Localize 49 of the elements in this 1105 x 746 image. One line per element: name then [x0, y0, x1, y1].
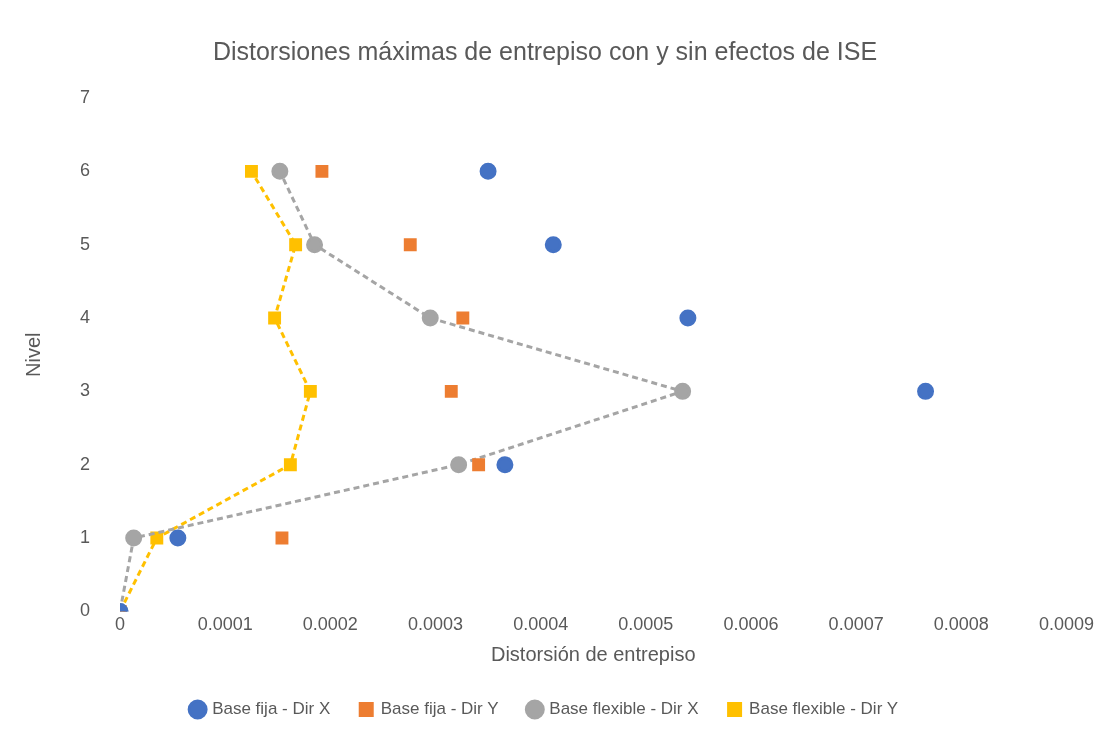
point	[271, 162, 289, 180]
point	[479, 162, 497, 180]
x-tick-label: 0.0009	[1038, 614, 1094, 635]
point	[544, 236, 562, 254]
x-tick-label: 0.0003	[407, 614, 464, 635]
y-tick-label: 7	[80, 86, 91, 107]
point	[679, 309, 697, 327]
y-tick-label: 4	[80, 307, 91, 327]
legend-label: Base fija - Dir Y	[380, 699, 499, 719]
point	[403, 238, 417, 252]
x-tick-label: 0.0004	[513, 614, 569, 635]
point	[169, 529, 187, 547]
y-tick-label: 2	[80, 453, 91, 474]
point	[303, 384, 317, 398]
y-tick-label: 6	[80, 160, 91, 181]
point	[444, 384, 458, 398]
point	[456, 311, 470, 325]
chart-title: Distorsiones máximas de entrepiso con y sin efectos de ISE	[212, 36, 878, 65]
point	[150, 531, 164, 545]
x-tick-label: 0.0007	[828, 614, 884, 635]
x-tick-label: 0.0002	[302, 614, 358, 635]
point	[306, 236, 324, 254]
point	[268, 311, 282, 325]
point	[674, 382, 692, 400]
point	[472, 458, 486, 472]
x-tick-label: 0.0001	[197, 614, 253, 635]
point	[275, 531, 289, 545]
point	[421, 309, 439, 327]
point	[450, 456, 468, 474]
x-tick-label: 0.0006	[723, 614, 779, 635]
point	[496, 456, 514, 474]
x-axis-title: Distorsión de entrepiso	[490, 642, 696, 665]
point	[315, 164, 329, 178]
point	[917, 382, 935, 400]
x-tick-label: 0.0005	[618, 614, 674, 635]
point	[125, 529, 143, 547]
y-tick-label: 1	[80, 527, 91, 548]
y-tick-label: 3	[80, 380, 91, 401]
y-tick-label: 0	[80, 600, 91, 621]
x-tick-label: 0.0008	[933, 614, 989, 635]
point	[289, 238, 303, 252]
point	[283, 458, 297, 472]
legend-label: Base fija - Dir X	[212, 699, 331, 719]
legend-label: Base flexible - Dir Y	[749, 699, 899, 719]
legend-label: Base flexible - Dir X	[549, 699, 699, 719]
y-tick-label: 5	[80, 233, 91, 254]
y-axis-title: Nivel	[21, 332, 44, 377]
point	[245, 164, 258, 178]
x-tick-label: 0	[115, 614, 126, 635]
